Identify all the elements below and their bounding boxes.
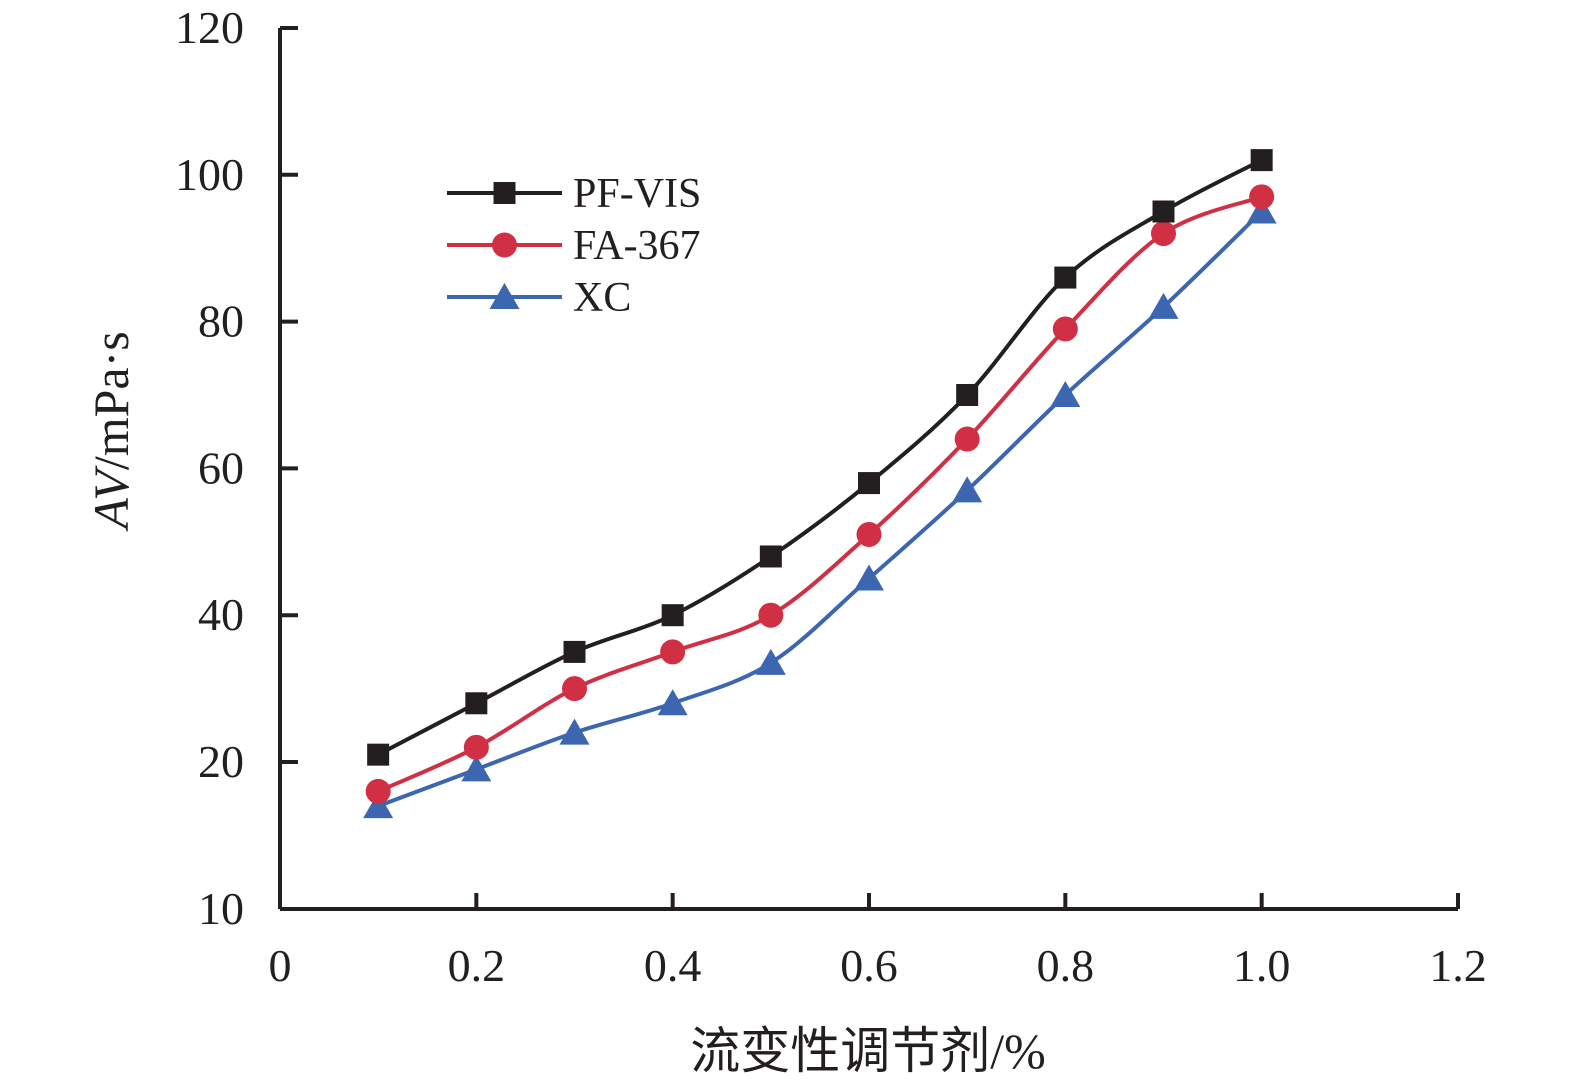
series-line	[377, 194, 1263, 794]
data-point	[1246, 197, 1277, 224]
legend-marker	[493, 182, 516, 204]
x-axis-title: 流变性调节剂/%	[690, 1023, 1046, 1079]
data-point	[1148, 292, 1179, 319]
axes: 0 0.2 0.4 0.6 0.8 1.0 1.2 10 20 40 60 80 100 120	[175, 2, 1487, 991]
legend-marker	[489, 283, 520, 309]
data-point	[463, 734, 489, 760]
x-tick-label: 0	[269, 940, 292, 991]
data-point	[956, 384, 979, 406]
legend-label: FA-367	[573, 223, 701, 269]
x-tick-label: 1.0	[1233, 940, 1291, 991]
data-point	[952, 476, 983, 503]
data-point	[461, 755, 492, 782]
data-point	[1050, 381, 1081, 407]
data-point	[559, 718, 590, 745]
x-tick-label: 0.2	[448, 940, 506, 991]
x-tick-label: 0.6	[840, 940, 898, 991]
data-point	[755, 648, 786, 675]
data-point	[758, 602, 784, 628]
legend-marker	[492, 232, 517, 258]
data-point	[1152, 200, 1175, 223]
series-pf-vis	[367, 149, 1273, 766]
data-point	[854, 564, 884, 591]
data-point	[363, 792, 394, 819]
data-point	[563, 640, 586, 663]
y-tick-label: 120	[175, 2, 244, 53]
data-point	[858, 472, 880, 495]
legend-label: XC	[573, 275, 631, 321]
series-layer	[363, 149, 1277, 819]
legend-label: PF-VIS	[573, 171, 701, 217]
y-axis-title: AV/mPa·s	[83, 331, 139, 532]
series-line	[377, 210, 1264, 808]
data-point	[465, 692, 488, 715]
data-point	[1054, 266, 1077, 289]
data-point	[1249, 184, 1275, 210]
series-line	[377, 158, 1263, 757]
data-point	[1151, 221, 1176, 247]
data-point	[1052, 316, 1078, 342]
y-axis-title-italic: AV	[83, 465, 139, 532]
data-point	[1250, 149, 1273, 172]
x-tick-label: 1.2	[1429, 940, 1487, 991]
data-point	[661, 604, 684, 627]
legend-item: FA-367	[447, 223, 701, 269]
series-fa-367	[365, 184, 1275, 804]
legend: PF-VIS FA-367 XC	[447, 171, 701, 321]
x-tick-label: 0.8	[1037, 940, 1095, 991]
y-tick-label: 100	[175, 149, 244, 200]
x-tick-label: 0.4	[644, 940, 702, 991]
y-tick-label: 20	[198, 736, 244, 787]
data-point	[954, 426, 980, 452]
y-tick-label: 10	[198, 883, 244, 934]
data-point	[759, 545, 782, 568]
y-axis-title-unit: /mPa·s	[83, 331, 139, 470]
legend-item: XC	[447, 275, 631, 321]
data-point	[367, 743, 390, 766]
data-point	[660, 639, 686, 665]
legend-item: PF-VIS	[447, 171, 701, 217]
y-tick-label: 80	[198, 296, 244, 347]
data-point	[657, 689, 688, 716]
y-tick-label: 60	[198, 442, 244, 493]
y-tick-label: 40	[198, 589, 244, 640]
data-point	[365, 778, 391, 804]
series-xc	[363, 197, 1277, 819]
data-point	[562, 676, 587, 702]
data-point	[856, 521, 882, 547]
